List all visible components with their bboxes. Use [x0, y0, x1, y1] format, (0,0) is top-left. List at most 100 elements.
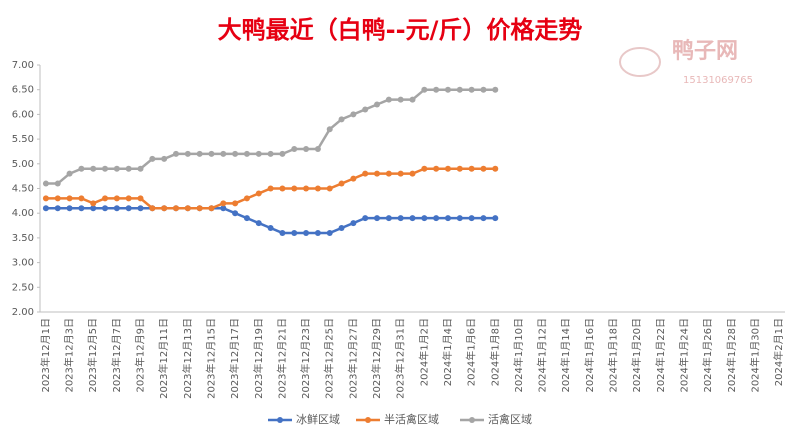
point [350, 111, 357, 118]
x-tick-label: 2023年12月25日 [323, 318, 336, 399]
point [291, 145, 298, 152]
x-tick-label: 2023年12月17日 [228, 318, 241, 399]
point [409, 170, 416, 177]
point [338, 225, 345, 232]
point [54, 180, 61, 187]
x-tick-label: 2023年12月19日 [252, 318, 265, 399]
x-tick-label: 2023年12月3日 [63, 318, 76, 393]
x-tick-label: 2024年1月16日 [583, 318, 596, 393]
point [456, 215, 463, 222]
point [113, 195, 120, 202]
point [326, 185, 333, 192]
point [255, 190, 262, 197]
point [172, 205, 179, 212]
point [90, 205, 97, 212]
point [137, 195, 144, 202]
point [350, 175, 357, 182]
point [468, 86, 475, 93]
point [243, 150, 250, 157]
point [66, 205, 73, 212]
y-tick-label: 3.50 [12, 233, 34, 244]
point [362, 215, 369, 222]
point [409, 96, 416, 103]
x-tick-label: 2023年12月1日 [39, 318, 52, 393]
x-tick-label: 2023年12月29日 [370, 318, 383, 399]
x-tick-label: 2024年2月1日 [772, 318, 785, 386]
point [362, 170, 369, 177]
y-tick-label: 6.50 [12, 85, 34, 96]
point [444, 165, 451, 172]
point [54, 205, 61, 212]
point [184, 205, 191, 212]
x-tick-label: 2023年12月23日 [299, 318, 312, 399]
y-tick-label: 5.50 [12, 134, 34, 145]
point [397, 170, 404, 177]
x-tick-label: 2023年12月27日 [346, 318, 359, 399]
point [149, 155, 156, 162]
point [255, 150, 262, 157]
point [102, 165, 109, 172]
point [220, 200, 227, 207]
x-tick-label: 2024年1月20日 [630, 318, 643, 393]
point [433, 215, 440, 222]
point [113, 165, 120, 172]
y-tick-label: 2.00 [12, 307, 34, 318]
x-tick-label: 2024年1月6日 [465, 318, 478, 386]
point [314, 145, 321, 152]
point [350, 220, 357, 227]
x-tick-label: 2024年1月12日 [536, 318, 549, 393]
x-tick-label: 2024年1月22日 [654, 318, 667, 393]
point [279, 229, 286, 236]
point [149, 205, 156, 212]
x-tick-label: 2023年12月11日 [157, 318, 170, 399]
point [90, 165, 97, 172]
point [385, 170, 392, 177]
chart-title: 大鸭最近（白鸭--元/斤）价格走势 [218, 16, 583, 44]
point [102, 205, 109, 212]
x-tick-label: 2024年1月30日 [748, 318, 761, 393]
point [113, 205, 120, 212]
x-tick-label: 2024年1月14日 [559, 318, 572, 393]
point [303, 185, 310, 192]
point [220, 150, 227, 157]
x-tick-label: 2024年1月18日 [607, 318, 620, 393]
point [232, 200, 239, 207]
point [255, 220, 262, 227]
x-tick-label: 2023年12月5日 [86, 318, 99, 393]
point [232, 150, 239, 157]
x-tick-label: 2024年1月26日 [701, 318, 714, 393]
point [184, 150, 191, 157]
point [196, 150, 203, 157]
point [326, 229, 333, 236]
point [456, 86, 463, 93]
point [303, 229, 310, 236]
point [456, 165, 463, 172]
point [78, 205, 85, 212]
point [480, 165, 487, 172]
legend-label: 冰鲜区域 [296, 412, 340, 426]
point [90, 200, 97, 207]
point [279, 150, 286, 157]
point [267, 225, 274, 232]
point [161, 155, 168, 162]
point [421, 215, 428, 222]
point [303, 145, 310, 152]
point [291, 185, 298, 192]
y-tick-label: 4.00 [12, 208, 34, 219]
x-tick-label: 2024年1月2日 [417, 318, 430, 386]
point [492, 165, 499, 172]
x-tick-label: 2024年1月4日 [441, 318, 454, 386]
x-tick-label: 2023年12月13日 [181, 318, 194, 399]
point [66, 170, 73, 177]
y-tick-label: 7.00 [12, 60, 34, 71]
point [125, 205, 132, 212]
point [220, 205, 227, 212]
y-tick-label: 2.50 [12, 282, 34, 293]
x-tick-label: 2024年1月8日 [488, 318, 501, 386]
point [196, 205, 203, 212]
x-tick-label: 2023年12月15日 [204, 318, 217, 399]
point [66, 195, 73, 202]
x-tick-label: 2023年12月9日 [134, 318, 147, 393]
point [480, 86, 487, 93]
point [137, 165, 144, 172]
